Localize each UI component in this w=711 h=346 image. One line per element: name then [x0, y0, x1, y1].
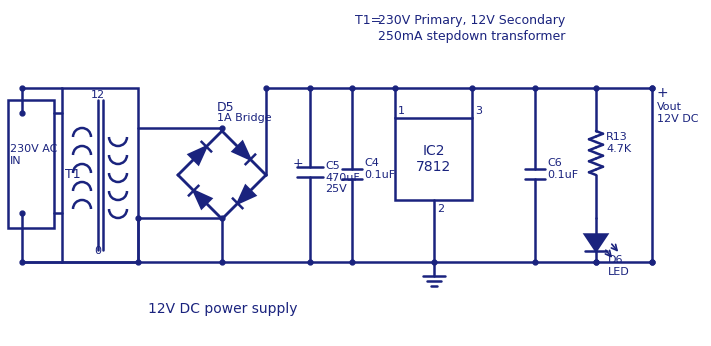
Polygon shape	[193, 191, 211, 208]
Text: 2: 2	[437, 204, 444, 214]
Text: +: +	[657, 86, 668, 100]
Polygon shape	[189, 147, 206, 164]
Text: Vout
12V DC: Vout 12V DC	[657, 102, 698, 124]
Text: C4
0.1uF: C4 0.1uF	[364, 158, 395, 180]
Polygon shape	[585, 235, 607, 251]
Text: 1A Bridge: 1A Bridge	[217, 113, 272, 123]
Polygon shape	[233, 142, 250, 160]
Bar	[395, 118, 472, 200]
Text: T1=: T1=	[355, 14, 381, 27]
Text: +: +	[293, 157, 304, 170]
Text: 1: 1	[398, 106, 405, 116]
Text: 230V AC
IN: 230V AC IN	[10, 144, 58, 166]
Text: 12V DC power supply: 12V DC power supply	[148, 302, 297, 316]
Text: 250mA stepdown transformer: 250mA stepdown transformer	[378, 30, 565, 43]
Text: T1: T1	[65, 169, 81, 182]
Text: R13
4.7K: R13 4.7K	[606, 132, 631, 154]
Text: D5: D5	[217, 101, 235, 114]
Bar	[62, 88, 138, 262]
Text: 230V Primary, 12V Secondary: 230V Primary, 12V Secondary	[378, 14, 565, 27]
Bar	[8, 100, 54, 228]
Polygon shape	[237, 186, 255, 203]
Text: IC2
7812: IC2 7812	[416, 144, 451, 174]
Text: 12: 12	[91, 90, 105, 100]
Text: D6
LED: D6 LED	[608, 255, 630, 276]
Text: C5
470uF
25V: C5 470uF 25V	[325, 161, 360, 194]
Text: 3: 3	[475, 106, 482, 116]
Text: 0: 0	[95, 246, 102, 256]
Text: C6
0.1uF: C6 0.1uF	[547, 158, 578, 180]
